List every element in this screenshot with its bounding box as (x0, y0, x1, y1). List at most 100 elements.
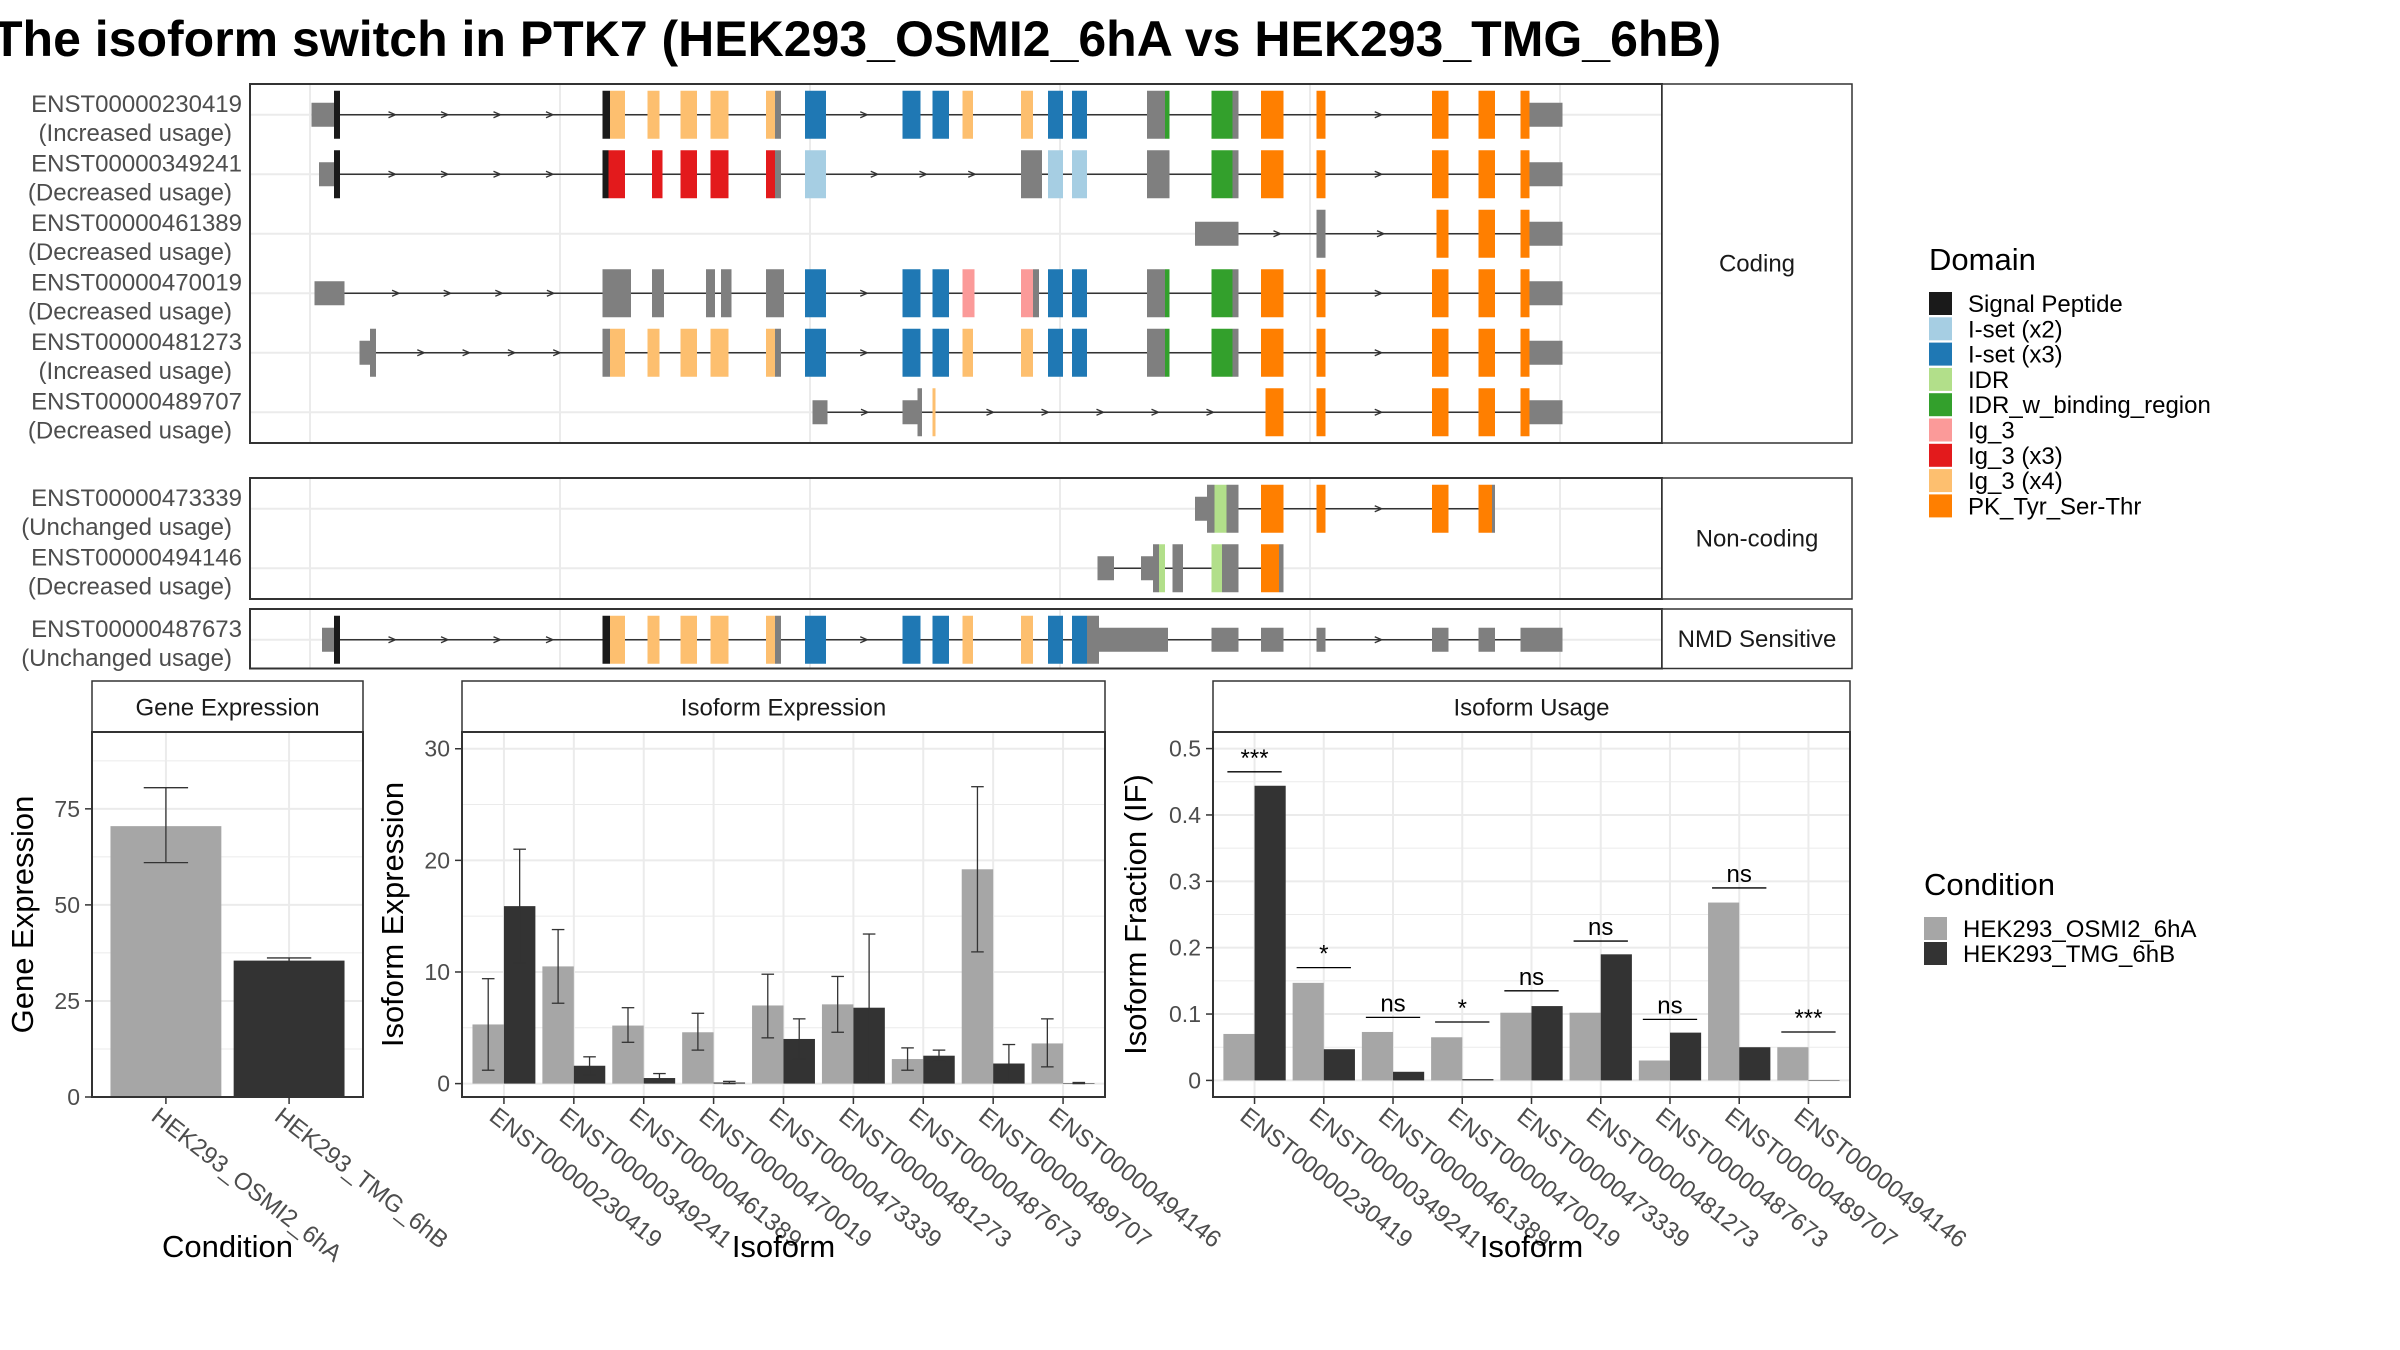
exon-block (766, 150, 775, 199)
exon-block (962, 615, 973, 664)
exon-block (1072, 90, 1087, 139)
exon-block (334, 150, 340, 199)
y-tick-label: 0 (1188, 1067, 1201, 1093)
exon-block (1048, 90, 1063, 139)
exon-block (1520, 328, 1530, 377)
exon-block (608, 150, 625, 199)
exon-block (1097, 556, 1114, 581)
exon-block (932, 388, 936, 437)
transcript-id-label: ENST00000481273 (31, 329, 242, 356)
exon-block (1316, 627, 1326, 652)
transcript-usage-label: (Decreased usage) (28, 573, 232, 600)
intron-arrow (1374, 170, 1384, 178)
exon-block (1529, 340, 1563, 365)
intron-arrow (1206, 408, 1216, 416)
significance-label: ns (1380, 990, 1405, 1017)
exon-block (1021, 615, 1033, 664)
exon-block (1021, 150, 1042, 199)
y-tick-label: 0.5 (1169, 736, 1201, 762)
bar (1669, 1032, 1702, 1081)
bar (110, 826, 222, 1097)
intron-arrow (493, 111, 503, 119)
legend-label: Signal Peptide (1968, 291, 2123, 318)
bar (1254, 785, 1286, 1081)
significance-label: *** (1241, 745, 1269, 772)
exon-block (1048, 615, 1063, 664)
exon-block (1436, 209, 1449, 258)
intron-arrow (417, 349, 426, 357)
exon-block (1165, 269, 1170, 318)
intron-arrow (440, 170, 450, 178)
exon-block (710, 615, 729, 664)
exon-block (1211, 269, 1233, 318)
exon-block (932, 615, 949, 664)
intron-arrow (860, 408, 870, 416)
exon-block (710, 328, 729, 377)
exon-block (652, 150, 663, 199)
legend-label: Ig_3 (x4) (1968, 468, 2063, 495)
exon-block (1147, 150, 1170, 199)
transcript-id-label: ENST00000494146 (31, 544, 242, 571)
transcript-usage-label: (Decreased usage) (28, 417, 232, 444)
exon-block (1232, 90, 1239, 139)
significance-label: ns (1657, 992, 1682, 1019)
intron-arrow (986, 408, 996, 416)
exon-block (962, 90, 973, 139)
bar (1777, 1047, 1809, 1081)
intron-arrow (443, 289, 453, 297)
legend-title: Domain (1929, 242, 2036, 277)
y-tick-label: 30 (424, 736, 450, 762)
legend-key (1929, 494, 1952, 518)
intron-arrow (870, 170, 880, 178)
bar (1600, 954, 1632, 1081)
exon-block (805, 90, 826, 139)
exon-block (1520, 627, 1563, 652)
exon-block (1478, 269, 1495, 318)
exon-block (1211, 150, 1233, 199)
exon-block (1492, 484, 1495, 533)
exon-block (1265, 388, 1284, 437)
isoform-usage-panel: Isoform Usage****ns *nsnsnsns***00.10.20.… (1118, 680, 1972, 1264)
exon-block (766, 328, 775, 377)
exon-block (370, 328, 376, 377)
exon-block (322, 627, 334, 652)
legend-label: I-set (x3) (1968, 342, 2063, 369)
exon-block (962, 269, 975, 318)
exon-block (1520, 209, 1530, 258)
exon-block (680, 328, 697, 377)
exon-block (1033, 269, 1039, 318)
exon-block (1232, 269, 1239, 318)
facet-strip-label: Non-coding (1696, 526, 1819, 553)
panel-title: Gene Expression (135, 695, 319, 722)
exon-block (602, 90, 610, 139)
exon-block (1316, 209, 1326, 258)
bar (1569, 1012, 1601, 1081)
y-tick-label: 25 (54, 988, 80, 1014)
intron-arrow (388, 636, 398, 644)
exon-block (311, 102, 334, 127)
exon-block (1153, 544, 1159, 593)
exon-block (1211, 328, 1233, 377)
figure-title: The isoform switch in PTK7 (HEK293_OSMI2… (0, 11, 1721, 67)
intron-arrow (859, 636, 869, 644)
legend-key (1929, 418, 1952, 442)
exon-block (1172, 544, 1183, 593)
exon-block (1529, 162, 1563, 187)
exon-block (932, 90, 949, 139)
exon-block (1072, 269, 1087, 318)
exon-block (1316, 90, 1326, 139)
panel-title: Isoform Usage (1453, 695, 1609, 722)
bar (1500, 1012, 1532, 1081)
exon-block (1232, 328, 1239, 377)
exon-block (1072, 615, 1087, 664)
bar (1462, 1079, 1494, 1081)
transcript-structure-panel: ENST00000230419(Increased usage)ENST0000… (21, 83, 1853, 672)
exon-block (1432, 484, 1449, 533)
structure-group-0: ENST00000230419(Increased usage)ENST0000… (28, 83, 1853, 444)
bar (1323, 1049, 1355, 1081)
intron-arrow (495, 289, 504, 297)
exon-block (1072, 150, 1087, 199)
legend-label: IDR_w_binding_region (1968, 392, 2211, 419)
bar (1531, 1006, 1563, 1081)
exon-block (1195, 221, 1239, 246)
